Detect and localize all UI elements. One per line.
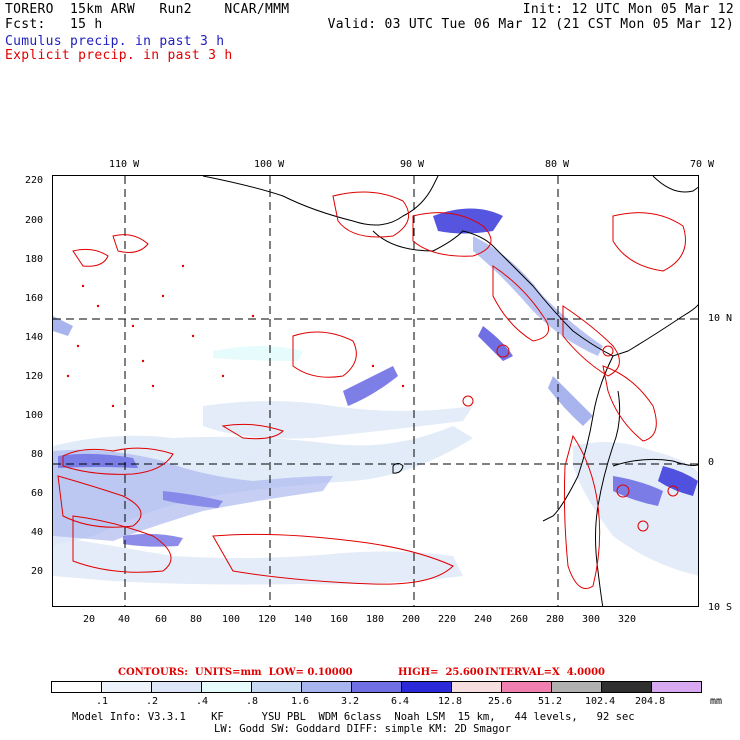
legend-swatch bbox=[601, 681, 652, 693]
left-tick: 140 bbox=[25, 332, 44, 343]
bottom-tick: 20 bbox=[83, 614, 96, 625]
cumulus-precip-shading bbox=[53, 208, 698, 585]
left-tick: 40 bbox=[31, 527, 44, 538]
legend-swatch bbox=[501, 681, 552, 693]
left-tick: 180 bbox=[25, 254, 44, 265]
legend-swatch bbox=[151, 681, 202, 693]
bottom-tick: 100 bbox=[222, 614, 241, 625]
legend-value: 3.2 bbox=[341, 696, 360, 707]
legend-swatch bbox=[201, 681, 252, 693]
precip-map bbox=[52, 175, 699, 607]
left-tick: 80 bbox=[31, 449, 44, 460]
init-time: Init: 12 UTC Mon 05 Mar 12 bbox=[522, 2, 734, 17]
legend-swatch bbox=[651, 681, 702, 693]
lon-label-90w: 90 W bbox=[400, 159, 425, 170]
legend-value: 102.4 bbox=[585, 696, 616, 707]
bottom-tick: 120 bbox=[258, 614, 277, 625]
bottom-tick: 280 bbox=[546, 614, 565, 625]
valid-time: Valid: 03 UTC Tue 06 Mar 12 (21 CST Mon … bbox=[327, 17, 734, 32]
bottom-tick: 80 bbox=[190, 614, 203, 625]
left-tick: 120 bbox=[25, 371, 44, 382]
legend-swatch bbox=[51, 681, 102, 693]
lon-label-100w: 100 W bbox=[254, 159, 285, 170]
bottom-tick: 300 bbox=[582, 614, 601, 625]
lat-label-0: 0 bbox=[708, 457, 715, 468]
legend-value: .2 bbox=[146, 696, 159, 707]
model-info-line2: LW: Godd SW: Goddard DIFF: simple KM: 2D… bbox=[214, 723, 512, 735]
legend-swatch bbox=[301, 681, 352, 693]
contour-info-label: CONTOURS: UNITS=mm LOW= 0.10000 bbox=[118, 667, 353, 678]
left-tick: 20 bbox=[31, 566, 44, 577]
lat-label-10s: 10 S bbox=[708, 602, 733, 613]
coastlines bbox=[202, 176, 698, 606]
contour-info-high: HIGH= 25.600 bbox=[398, 667, 484, 678]
bottom-tick: 60 bbox=[155, 614, 168, 625]
lat-label-10n: 10 N bbox=[708, 313, 733, 324]
bottom-tick: 160 bbox=[330, 614, 349, 625]
lon-label-110w: 110 W bbox=[109, 159, 140, 170]
lon-label-80w: 80 W bbox=[545, 159, 570, 170]
legend-swatch bbox=[101, 681, 152, 693]
forecast-hour: Fcst: 15 h bbox=[5, 17, 103, 32]
bottom-tick: 320 bbox=[618, 614, 637, 625]
bottom-tick: 240 bbox=[474, 614, 493, 625]
legend-value: 25.6 bbox=[488, 696, 513, 707]
legend-value: 204.8 bbox=[635, 696, 666, 707]
legend-value: 12.8 bbox=[438, 696, 463, 707]
bottom-tick: 140 bbox=[294, 614, 313, 625]
model-title: TORERO 15km ARW Run2 NCAR/MMM bbox=[5, 2, 290, 17]
legend-value: .8 bbox=[246, 696, 259, 707]
bottom-tick: 220 bbox=[438, 614, 457, 625]
left-tick: 220 bbox=[25, 175, 44, 186]
explicit-precip-dots bbox=[66, 264, 405, 408]
legend-value: .1 bbox=[96, 696, 109, 707]
field-label-explicit: Explicit precip. in past 3 h bbox=[5, 48, 233, 63]
legend-value: 6.4 bbox=[391, 696, 410, 707]
legend-value: .4 bbox=[196, 696, 209, 707]
bottom-tick: 260 bbox=[510, 614, 529, 625]
lon-label-70w: 70 W bbox=[690, 159, 715, 170]
left-tick: 100 bbox=[25, 410, 44, 421]
explicit-precip-contours bbox=[57, 191, 686, 589]
lat-lon-grid bbox=[53, 176, 698, 606]
left-tick: 160 bbox=[25, 293, 44, 304]
left-tick: 60 bbox=[31, 488, 44, 499]
legend-value: 51.2 bbox=[538, 696, 563, 707]
contour-info-interval: INTERVAL=X 4.0000 bbox=[485, 667, 605, 678]
bottom-tick: 200 bbox=[402, 614, 421, 625]
legend-unit: mm bbox=[710, 696, 723, 707]
legend-swatch bbox=[551, 681, 602, 693]
bottom-tick: 40 bbox=[118, 614, 131, 625]
bottom-tick: 180 bbox=[366, 614, 385, 625]
field-label-cumulus: Cumulus precip. in past 3 h bbox=[5, 34, 225, 49]
precip-map-svg bbox=[53, 176, 698, 606]
legend-swatch bbox=[351, 681, 402, 693]
legend-swatch bbox=[251, 681, 302, 693]
left-tick: 200 bbox=[25, 215, 44, 226]
model-info-line1: Model Info: V3.3.1 KF YSU PBL WDM 6class… bbox=[72, 711, 635, 723]
legend-swatch bbox=[401, 681, 452, 693]
legend-value: 1.6 bbox=[291, 696, 310, 707]
legend-swatch bbox=[451, 681, 502, 693]
